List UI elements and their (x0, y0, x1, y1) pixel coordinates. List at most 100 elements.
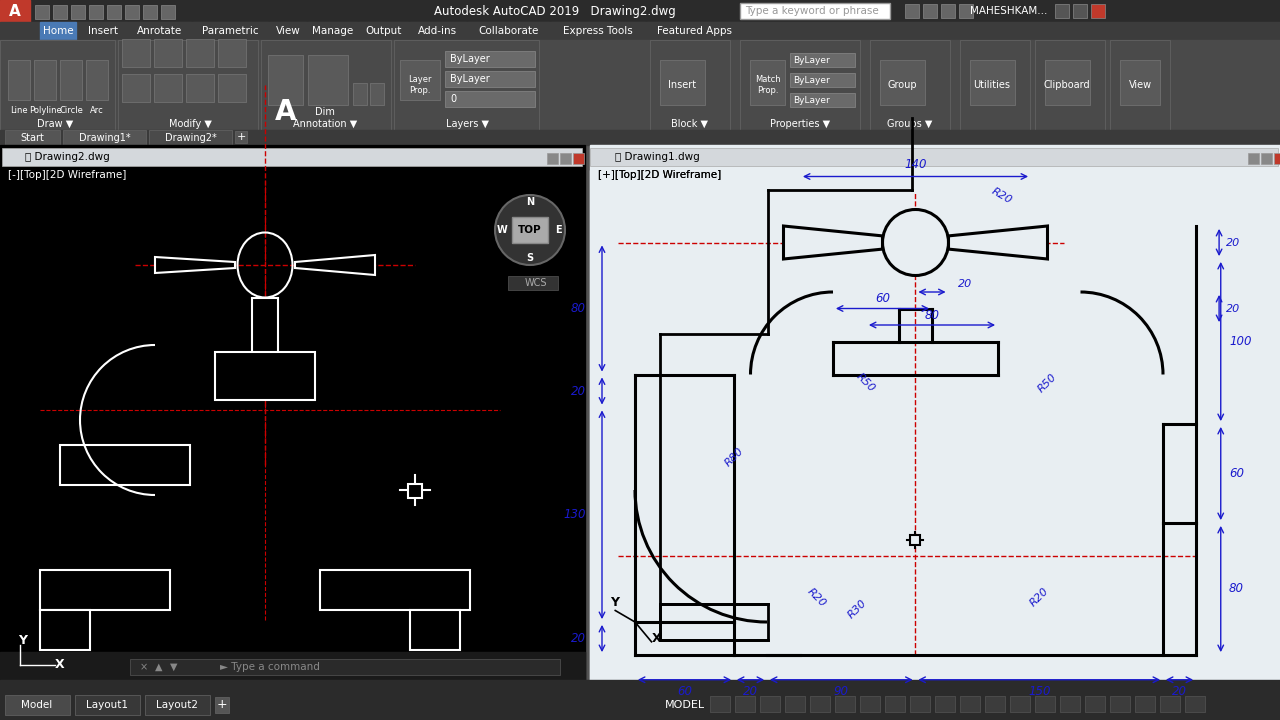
Text: Polyline: Polyline (28, 106, 61, 114)
Text: Draw ▼: Draw ▼ (37, 119, 73, 129)
Bar (193, 22, 268, 40)
Text: 20: 20 (742, 685, 758, 698)
Bar (186, 39, 214, 67)
Bar (0, 0, 29, 22)
Bar (790, 53, 855, 67)
Text: Layout1: Layout1 (86, 700, 128, 710)
Text: X: X (652, 632, 662, 645)
Text: E: E (554, 225, 562, 235)
Text: X: X (55, 659, 64, 672)
Bar (547, 153, 558, 164)
Text: Layer
Prop.: Layer Prop. (408, 76, 431, 95)
Bar (879, 60, 925, 105)
Text: Arc: Arc (90, 106, 104, 114)
Bar (508, 276, 558, 290)
Bar (870, 40, 950, 130)
Text: Collaborate: Collaborate (477, 26, 539, 36)
Bar (1248, 153, 1260, 164)
Bar (910, 534, 920, 544)
Bar (154, 74, 182, 102)
Polygon shape (783, 226, 882, 259)
Bar (810, 696, 829, 712)
Bar (0, 0, 1280, 22)
Bar (52, 5, 67, 19)
Bar (0, 145, 585, 680)
Bar (1110, 696, 1130, 712)
Bar (512, 217, 548, 243)
Bar (905, 4, 919, 18)
Bar (960, 696, 980, 712)
Bar (394, 40, 539, 130)
Bar (0, 40, 115, 130)
Bar (941, 4, 955, 18)
Bar (236, 131, 247, 143)
Bar (8, 60, 29, 100)
Bar (735, 696, 755, 712)
Bar (408, 484, 422, 498)
Text: Y: Y (611, 595, 620, 608)
Bar (40, 22, 76, 40)
Text: 100: 100 (1229, 335, 1252, 348)
Bar (960, 40, 1030, 130)
Bar (252, 298, 278, 353)
Bar (790, 93, 855, 107)
Bar (86, 60, 108, 100)
Bar (750, 60, 785, 105)
Bar (1135, 696, 1155, 712)
Bar (186, 74, 214, 102)
Bar (0, 680, 1280, 720)
Text: View: View (275, 26, 301, 36)
Bar (410, 22, 466, 40)
Bar (1091, 4, 1105, 18)
Bar (358, 22, 408, 40)
Bar (308, 55, 348, 105)
Text: Anrotate: Anrotate (137, 26, 183, 36)
Bar (445, 71, 535, 87)
Text: Match
Prop.: Match Prop. (755, 76, 781, 95)
Bar (148, 130, 232, 145)
Polygon shape (948, 226, 1047, 259)
Text: W: W (497, 225, 507, 235)
Text: 🖼 Drawing1.dwg: 🖼 Drawing1.dwg (614, 152, 700, 162)
Text: Drawing1*: Drawing1* (78, 133, 131, 143)
Bar (573, 153, 584, 164)
Text: Clipboard: Clipboard (1043, 80, 1091, 90)
Bar (125, 5, 140, 19)
Bar (740, 40, 860, 130)
Text: Utilities: Utilities (974, 80, 1010, 90)
Bar (5, 695, 70, 715)
Bar (399, 60, 440, 100)
Bar (261, 40, 390, 130)
Text: Parametric: Parametric (202, 26, 259, 36)
Bar (590, 170, 1280, 680)
Bar (0, 40, 1280, 130)
Bar (923, 4, 937, 18)
Bar (268, 55, 303, 105)
Polygon shape (660, 604, 696, 640)
Polygon shape (660, 604, 768, 640)
Bar (1120, 60, 1160, 105)
Text: Layout2: Layout2 (156, 700, 198, 710)
Bar (410, 610, 460, 650)
Text: 60: 60 (677, 685, 692, 698)
Text: R30: R30 (846, 598, 869, 620)
Bar (1036, 40, 1105, 130)
Bar (60, 445, 189, 485)
Text: Circle: Circle (59, 106, 83, 114)
Bar (1261, 153, 1272, 164)
Polygon shape (294, 255, 375, 275)
Bar (0, 145, 585, 680)
Bar (1160, 696, 1180, 712)
Bar (320, 570, 470, 610)
Text: Home: Home (42, 26, 73, 36)
Bar (122, 74, 150, 102)
Text: R50: R50 (855, 372, 877, 394)
Bar (590, 148, 1277, 166)
Text: 140: 140 (904, 158, 927, 171)
Bar (1110, 40, 1170, 130)
Text: 60: 60 (876, 292, 890, 305)
Bar (1185, 696, 1204, 712)
Bar (445, 91, 535, 107)
Text: R20: R20 (805, 586, 828, 608)
Text: 0: 0 (451, 94, 456, 104)
